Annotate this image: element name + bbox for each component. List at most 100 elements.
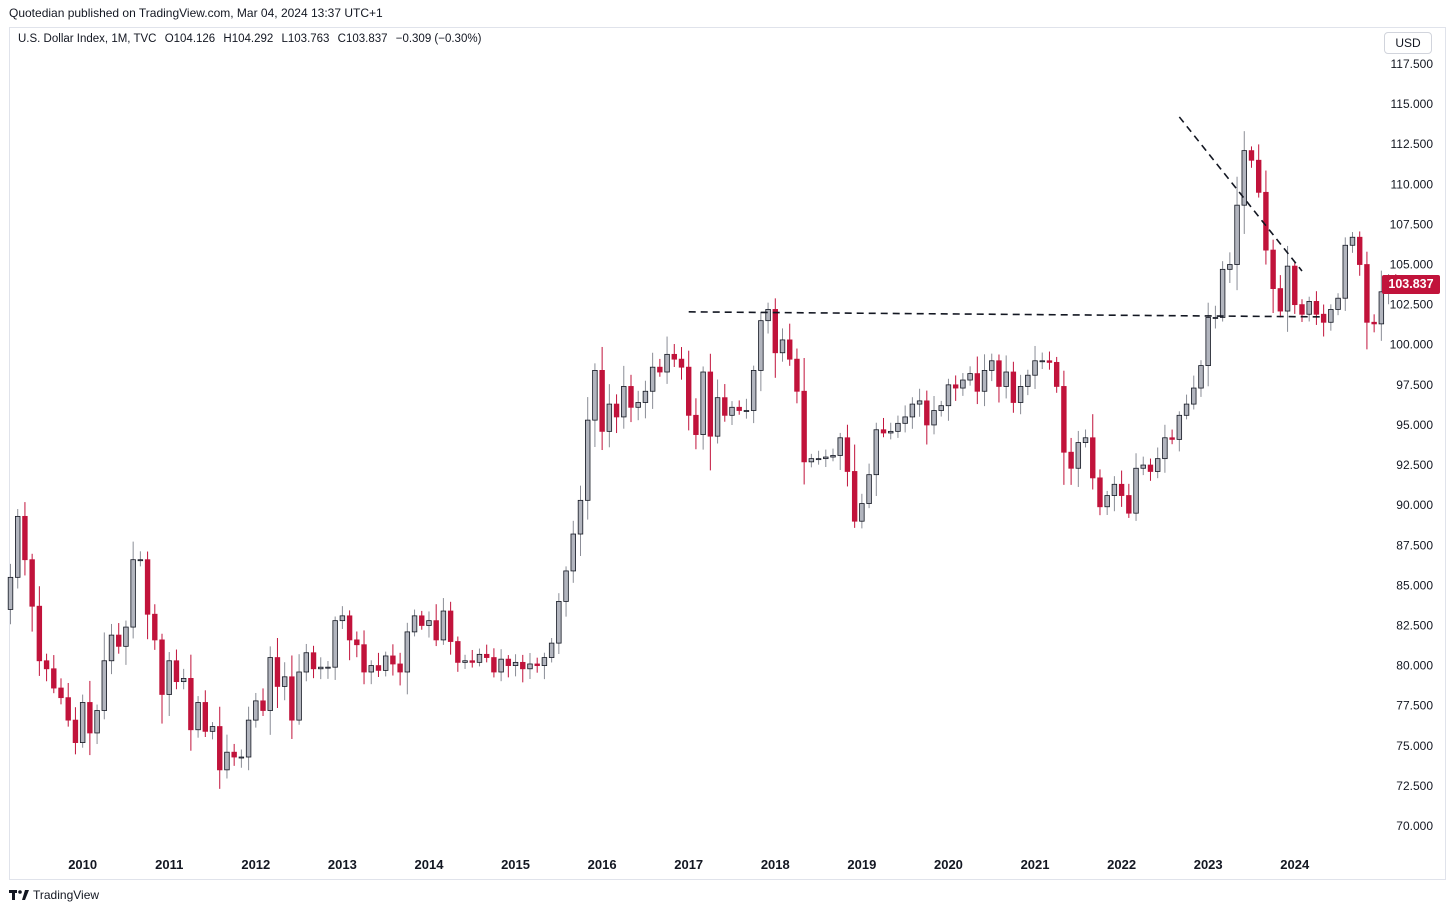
price-axis: 70.000 72.500 75.000 77.500 80.000 82.500 85.0… [1390,57,1434,833]
candle-body [649,366,656,392]
candle-body [534,663,540,666]
candle-body [1133,467,1139,514]
candle-body [945,384,952,407]
candle-body [267,657,273,711]
candle-body [29,559,35,607]
candle [520,654,526,683]
candle-body [281,676,288,687]
candle [996,354,1002,403]
candle [916,388,923,417]
candle [1328,304,1334,331]
candle-body [570,533,576,572]
candle-body [981,370,988,392]
x-tick-label: 2016 [588,857,617,872]
candle-body [1335,297,1341,310]
candle-body [989,360,995,371]
candle [94,704,100,745]
candle [787,323,793,366]
candle [130,541,136,639]
candle-body [419,615,425,626]
candle-body [527,663,533,670]
candle [707,353,714,471]
candle-body [996,360,1002,387]
candle-body [382,655,389,671]
candle [1061,370,1067,485]
candle [678,347,685,380]
y-tick-label: 70.000 [1396,819,1433,833]
candle [1147,458,1154,481]
candle-body [1241,150,1247,206]
candle [772,298,778,378]
candle [837,432,843,470]
candle [924,390,930,445]
candle-body [166,660,172,695]
candle-body [318,666,324,670]
y-tick-label: 85.000 [1396,578,1433,592]
x-tick-label: 2010 [68,857,97,872]
candle [1010,361,1017,413]
candle [1357,231,1363,276]
candle-body [808,458,815,463]
candle [375,652,382,677]
candle [1053,356,1060,393]
candle [1111,476,1118,512]
candle-body [606,403,613,432]
candle [649,352,656,409]
candle-body [974,373,981,392]
candle-body [1053,361,1060,387]
y-tick-label: 90.000 [1396,498,1433,512]
candle-body [339,615,346,622]
candle-body [700,371,706,435]
candle-body [952,384,959,389]
candle [22,502,28,576]
candle [534,657,540,673]
candle [815,450,822,465]
candle [238,749,245,768]
candle-body [916,400,923,405]
candle [1090,414,1096,490]
candle-body [924,400,930,426]
candle-body [1219,268,1226,318]
x-tick-label: 2015 [501,857,530,872]
candle [642,380,649,419]
candle [830,448,836,462]
candle-body [217,726,223,771]
candle-body [938,405,944,411]
candle-body [664,353,670,373]
candle [289,655,295,739]
candle [1248,146,1255,168]
candle [1198,360,1204,397]
candle-body [758,320,764,371]
candle [1320,304,1327,337]
y-tick-label: 115.000 [1391,97,1434,111]
y-tick-label: 97.500 [1396,378,1433,392]
candle [253,692,259,728]
candle-body [837,437,843,456]
candle-body [722,397,728,416]
candle [967,366,973,386]
candle [411,609,418,637]
candle-body [43,660,50,670]
candle-body [1090,437,1096,479]
candle [621,365,627,429]
candle [1234,176,1240,291]
candle-body [1068,451,1074,469]
candle-body [1320,313,1327,323]
x-tick-label: 2014 [415,857,445,872]
candle-body [794,358,800,392]
candle-body [404,631,411,673]
candle [556,593,562,655]
candle-body [483,653,490,658]
candle [260,688,266,717]
candle-body [1263,191,1269,251]
candle [989,353,995,382]
candle-body [642,390,649,403]
candle [483,644,490,663]
currency-button[interactable]: USD [1384,32,1432,54]
legend-low: L103.763 [281,33,330,45]
candle-body [1183,403,1190,416]
candle [43,653,50,682]
y-tick-label: 110.000 [1391,177,1434,191]
legend-close: C103.837 [337,33,388,45]
